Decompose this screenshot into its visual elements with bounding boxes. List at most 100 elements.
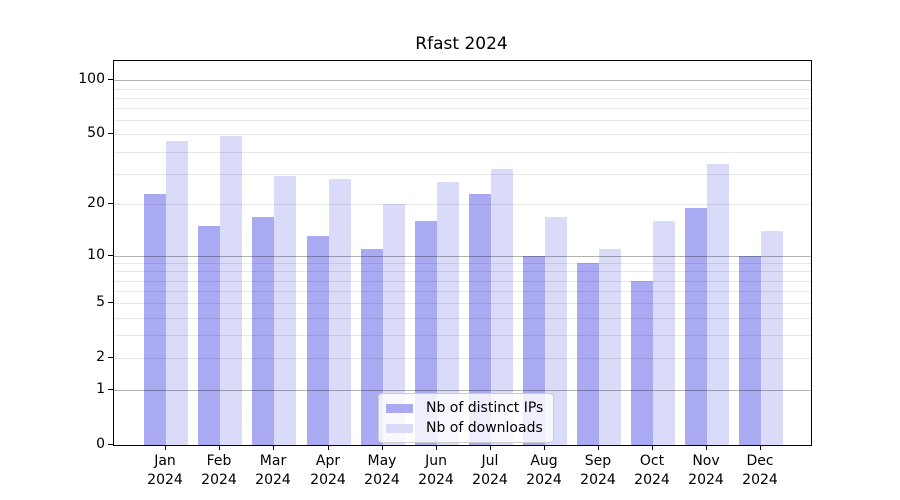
x-tick-label: May 2024	[350, 452, 414, 490]
x-tick-label-year: 2024	[742, 472, 778, 488]
bar-distinct-ips-nov	[685, 208, 707, 445]
bar-downloads-may	[383, 204, 405, 445]
plot-area	[113, 60, 812, 446]
gridline	[114, 303, 811, 304]
bar-downloads-mar	[274, 176, 296, 445]
x-tick-label-month: Jul	[481, 453, 499, 469]
x-tick-label-month: Jun	[425, 453, 447, 469]
x-tick	[165, 445, 166, 450]
gridline	[114, 390, 811, 391]
x-tick	[328, 445, 329, 450]
bar-downloads-dec	[761, 231, 783, 445]
x-tick-label: Apr 2024	[296, 452, 360, 490]
x-tick-label-year: 2024	[364, 472, 400, 488]
x-tick-label-year: 2024	[472, 472, 508, 488]
x-tick	[490, 445, 491, 450]
bar-distinct-ips-may	[361, 249, 383, 445]
gridline	[114, 120, 811, 121]
bar-downloads-aug	[545, 217, 567, 445]
x-tick-label: Mar 2024	[241, 452, 305, 490]
x-tick	[706, 445, 707, 450]
bar-downloads-jan	[166, 141, 188, 445]
bar-distinct-ips-sep	[577, 263, 599, 445]
bar-downloads-jul	[491, 169, 513, 445]
x-tick-label-month: Apr	[315, 453, 341, 469]
gridline	[114, 271, 811, 272]
y-tick	[108, 444, 113, 445]
x-tick-label-year: 2024	[201, 472, 237, 488]
x-tick-label-year: 2024	[255, 472, 291, 488]
y-tick	[108, 389, 113, 390]
x-tick-label-month: Mar	[259, 453, 287, 469]
y-tick	[108, 79, 113, 80]
y-tick-label: 5	[96, 294, 105, 310]
y-tick-label: 10	[87, 247, 105, 263]
legend-swatch-distinct-ips-icon	[386, 403, 413, 413]
x-tick-label-month: Oct	[639, 453, 665, 469]
gridline	[114, 134, 811, 135]
x-tick-label-month: Dec	[746, 453, 774, 469]
y-tick-label: 50	[87, 125, 105, 141]
x-tick-label: Jul 2024	[458, 452, 522, 490]
bar-distinct-ips-jan	[144, 194, 166, 445]
gridline	[114, 204, 811, 205]
y-tick-label: 1	[96, 381, 105, 397]
x-tick-label: Oct 2024	[620, 452, 684, 490]
y-tick-label: 100	[78, 71, 105, 87]
gridline	[114, 80, 811, 81]
legend-item: Nb of downloads	[386, 418, 543, 438]
bar-distinct-ips-dec	[739, 256, 761, 445]
bar-distinct-ips-mar	[252, 217, 274, 445]
x-tick-label: Aug 2024	[512, 452, 576, 490]
bar-downloads-nov	[707, 164, 729, 445]
bar-distinct-ips-feb	[198, 226, 220, 445]
x-tick-label-month: Nov	[692, 453, 720, 469]
gridline	[114, 152, 811, 153]
x-tick-label: Sep 2024	[566, 452, 630, 490]
legend-item: Nb of distinct IPs	[386, 398, 543, 418]
x-tick	[273, 445, 274, 450]
x-tick-label-month: May	[367, 453, 397, 469]
gridline	[114, 358, 811, 359]
gridline	[114, 108, 811, 109]
gridline	[114, 89, 811, 90]
y-tick	[108, 302, 113, 303]
x-tick	[652, 445, 653, 450]
x-tick-label: Jun 2024	[404, 452, 468, 490]
gridline	[114, 174, 811, 175]
x-tick-label-month: Feb	[206, 453, 232, 469]
x-tick-label: Nov 2024	[674, 452, 738, 490]
x-tick-label: Dec 2024	[728, 452, 792, 490]
gridline	[114, 281, 811, 282]
y-tick	[108, 203, 113, 204]
y-tick	[108, 357, 113, 358]
x-tick	[436, 445, 437, 450]
x-tick-label-month: Sep	[584, 453, 612, 469]
x-tick	[544, 445, 545, 450]
y-tick-label: 0	[96, 436, 105, 452]
gridline	[114, 256, 811, 257]
gridline	[114, 291, 811, 292]
x-tick-label-year: 2024	[634, 472, 670, 488]
bar-distinct-ips-jun	[415, 221, 437, 445]
y-tick	[108, 133, 113, 134]
x-tick-label-month: Aug	[530, 453, 558, 469]
gridline	[114, 318, 811, 319]
bar-distinct-ips-jul	[469, 194, 491, 445]
legend: Nb of distinct IPs Nb of downloads	[378, 393, 555, 443]
x-tick-label-year: 2024	[688, 472, 724, 488]
x-tick	[598, 445, 599, 450]
x-tick-label: Feb 2024	[187, 452, 251, 490]
bar-downloads-oct	[653, 221, 675, 445]
bar-downloads-feb	[220, 136, 242, 445]
x-tick-label-month: Jan	[154, 453, 176, 469]
x-tick-label-year: 2024	[418, 472, 454, 488]
y-tick	[108, 255, 113, 256]
legend-swatch-downloads-icon	[386, 423, 413, 433]
bar-distinct-ips-oct	[631, 281, 653, 445]
legend-label-distinct-ips: Nb of distinct IPs	[426, 400, 544, 416]
gridline	[114, 335, 811, 336]
bar-downloads-sep	[599, 249, 621, 445]
x-tick-label-year: 2024	[580, 472, 616, 488]
